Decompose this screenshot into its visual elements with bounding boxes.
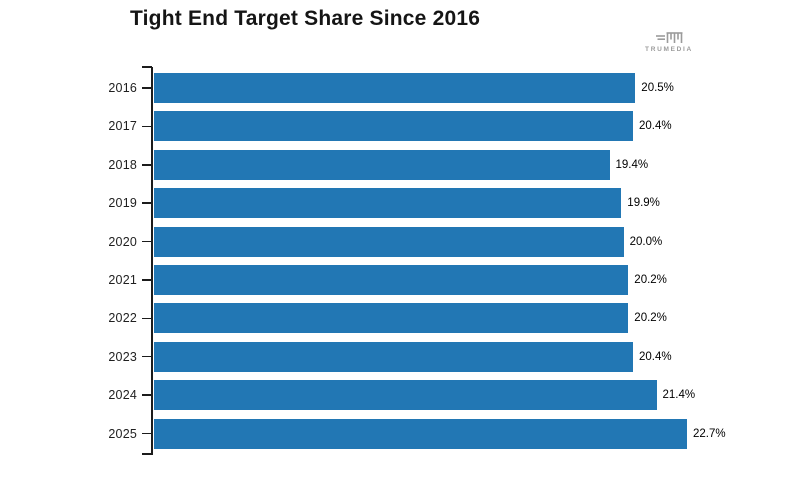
bar <box>154 73 636 103</box>
y-axis-label: 2025 <box>108 426 137 441</box>
bar-row: 2022 20.2% <box>0 303 726 334</box>
trumedia-logo: TRUMEDIA <box>640 31 698 53</box>
bar <box>154 418 687 449</box>
bar-value-label: 20.0% <box>629 235 663 248</box>
y-axis-bottom-end-tick <box>142 453 152 455</box>
y-axis-label: 2023 <box>108 349 137 364</box>
bar <box>154 380 657 411</box>
y-axis-tick-mark <box>142 87 152 89</box>
bar-row: 2021 20.2% <box>0 264 726 295</box>
y-axis-label: 2016 <box>108 81 137 95</box>
bar-row: 2023 20.4% <box>0 341 726 372</box>
bar-value-label: 21.4% <box>662 389 696 402</box>
bar-row: 2020 20.0% <box>0 226 726 257</box>
bar-row: 2019 19.9% <box>0 188 726 219</box>
y-axis-label: 2018 <box>108 157 137 172</box>
y-axis-tick-mark <box>142 355 152 358</box>
bar-value-label: 20.2% <box>634 312 667 325</box>
trumedia-logo-text: TRUMEDIA <box>645 46 693 53</box>
bar-value-label: 20.2% <box>634 273 667 286</box>
y-axis-top-end-tick <box>142 66 152 68</box>
chart-title: Tight End Target Share Since 2016 <box>130 7 481 30</box>
y-axis-line <box>151 67 153 455</box>
bar-row: 2017 20.4% <box>0 111 726 142</box>
bar-row: 2025 22.7% <box>0 418 726 449</box>
y-axis-tick-mark <box>142 279 152 281</box>
bar-value-label: 22.7% <box>693 427 726 440</box>
bars-container: 2016 20.5% 2017 20.4% 2018 19.4% 2019 19.9% 2020… <box>0 73 726 449</box>
bar-row: 2016 20.5% <box>0 73 726 103</box>
bar <box>154 149 610 180</box>
y-axis-label: 2024 <box>108 388 137 403</box>
y-axis-label: 2021 <box>108 272 137 287</box>
y-axis-label: 2022 <box>108 311 137 326</box>
y-axis-label: 2017 <box>108 119 137 134</box>
bar <box>154 188 622 219</box>
bar-row: 2024 21.4% <box>0 380 726 411</box>
y-axis-tick-mark <box>142 394 152 396</box>
y-axis-tick-mark <box>142 432 152 435</box>
y-axis-tick-mark <box>142 202 152 204</box>
bar-value-label: 19.4% <box>615 158 649 171</box>
bar-value-label: 19.9% <box>627 197 660 210</box>
y-axis-tick-mark <box>142 164 152 166</box>
y-axis-tick-mark <box>142 317 152 320</box>
bar <box>154 111 633 142</box>
bar-value-label: 20.5% <box>641 82 674 94</box>
trumedia-logo-icon <box>655 32 682 43</box>
y-axis-label: 2019 <box>108 196 137 211</box>
bar <box>154 226 624 257</box>
y-axis-label: 2020 <box>108 234 137 249</box>
bar-value-label: 20.4% <box>639 350 672 363</box>
bar <box>154 264 629 295</box>
bar <box>154 303 629 334</box>
bar <box>154 341 633 372</box>
bar-row: 2018 19.4% <box>0 149 726 180</box>
bar-value-label: 20.4% <box>639 120 672 133</box>
y-axis-tick-mark <box>142 240 152 243</box>
y-axis-tick-mark <box>142 125 152 128</box>
